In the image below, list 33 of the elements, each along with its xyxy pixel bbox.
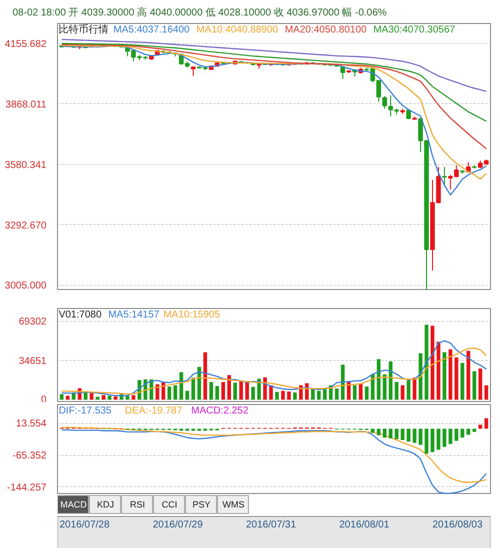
text: MA30:4070.30567 bbox=[373, 24, 456, 36]
annotation: MACD:2.252 bbox=[191, 406, 249, 416]
y-tick-label: 3580.341 bbox=[4, 160, 47, 171]
text: MA5:14157 bbox=[108, 310, 160, 320]
y-tick-label: 13.554 bbox=[16, 418, 47, 430]
text: PSY bbox=[192, 500, 211, 510]
text: MA20:4050.80100 bbox=[284, 24, 368, 36]
text: MACD bbox=[60, 500, 88, 510]
y-tick-label: 4155.682 bbox=[4, 38, 47, 50]
text: 2016/07/29 bbox=[152, 520, 204, 530]
text: KDJ bbox=[97, 500, 114, 510]
text: 2016/08/01 bbox=[339, 520, 390, 530]
text: 08-02 18:00 开 4039.30000 高 4040.00000 低 4028.10000 收 4036.97000 幅 -0.06% bbox=[12, 6, 387, 18]
text: WMS bbox=[222, 500, 245, 510]
series-label: MA5:4037.16400 bbox=[113, 24, 190, 36]
y-tick-label: -144.257 bbox=[7, 482, 47, 494]
chart-title: 比特币行情 bbox=[58, 24, 109, 36]
y-tick-label: -65.352 bbox=[12, 450, 47, 462]
text: 2016/07/31 bbox=[246, 520, 296, 530]
y-tick-label: 3005.000 bbox=[4, 280, 47, 292]
y-tick-label: 3868.011 bbox=[6, 99, 47, 110]
text: 2016/08/03 bbox=[432, 520, 483, 530]
text: CCI bbox=[162, 500, 178, 510]
text: MA10:4040.88900 bbox=[196, 24, 279, 36]
y-tick-label: 69302 bbox=[18, 316, 47, 328]
y-tick-label: 3292.670 bbox=[4, 220, 47, 232]
y-tick-label: 34651 bbox=[18, 356, 47, 367]
series-label: DEA:-19.787 bbox=[124, 406, 183, 416]
text: MA10:15905 bbox=[163, 310, 220, 320]
text: RSI bbox=[130, 500, 146, 510]
text: 2016/07/28 bbox=[60, 520, 110, 530]
chart-title: V01:7080 bbox=[58, 310, 102, 320]
series-label: DIF:-17.535 bbox=[58, 406, 112, 416]
